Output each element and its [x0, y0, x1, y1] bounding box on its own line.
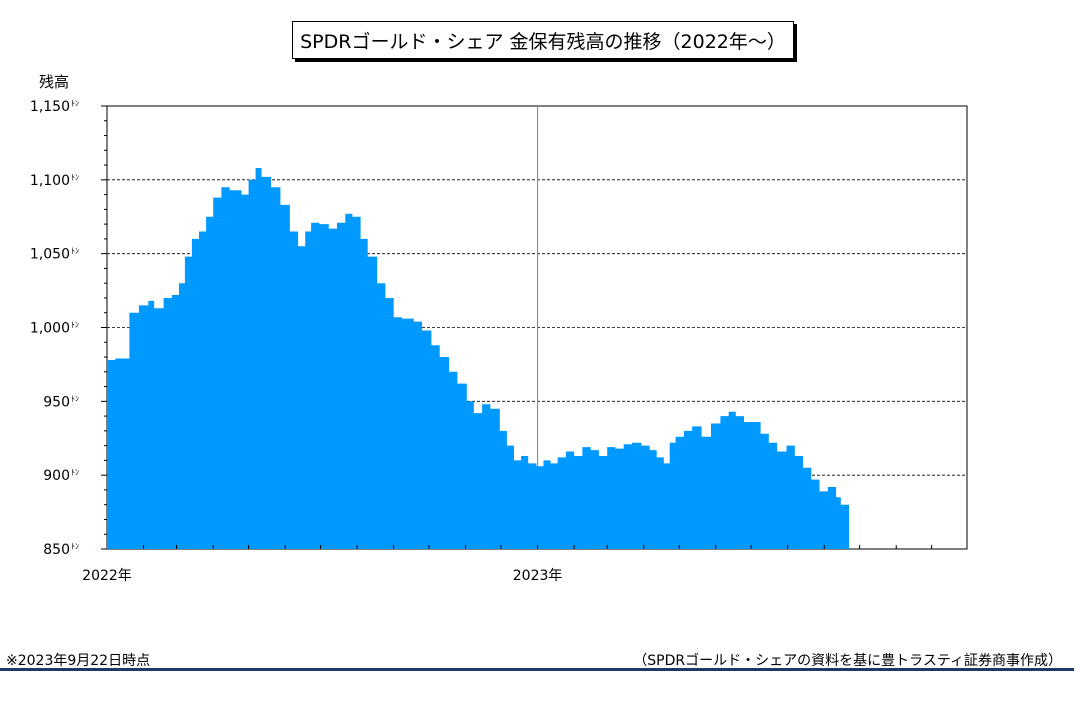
- y-tick-label: 1,000: [30, 321, 70, 337]
- y-tick-label: 850: [43, 542, 70, 558]
- y-unit-label: ﾄﾝ: [71, 99, 79, 108]
- bottom-rule: [0, 668, 1074, 671]
- y-tick-label: 900: [43, 468, 70, 484]
- footnote: ※2023年9月22日時点: [6, 653, 151, 669]
- y-unit-label: ﾄﾝ: [71, 321, 79, 330]
- y-unit-label: ﾄﾝ: [71, 468, 79, 477]
- source-note: （SPDRゴールド・シェアの資料を基に豊トラスティ証券商事作成）: [633, 653, 1062, 669]
- y-unit-label: ﾄﾝ: [71, 394, 79, 403]
- y-unit-label: ﾄﾝ: [71, 247, 79, 256]
- x-tick-label: 2023年: [513, 568, 563, 584]
- chart-title: SPDRゴールド・シェア 金保有残高の推移（2022年～）: [292, 21, 794, 59]
- series-area: [107, 168, 849, 549]
- y-tick-label: 1,050: [30, 247, 70, 263]
- y-axis-title: 残高: [39, 73, 69, 91]
- x-tick-label: 2022年: [82, 568, 132, 584]
- y-tick-label: 950: [43, 394, 70, 410]
- y-tick-label: 1,100: [30, 173, 70, 189]
- y-tick-label: 1,150: [30, 99, 70, 115]
- y-unit-label: ﾄﾝ: [71, 173, 79, 182]
- y-unit-label: ﾄﾝ: [71, 542, 79, 551]
- area-layer: [107, 168, 849, 549]
